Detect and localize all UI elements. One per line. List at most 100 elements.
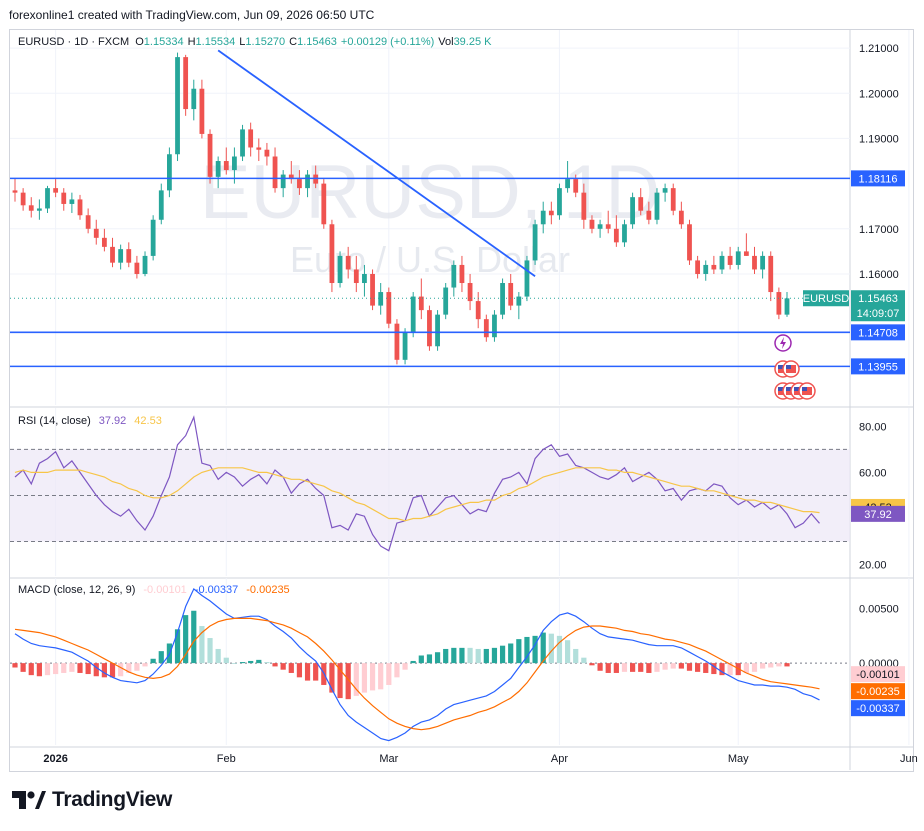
macd-histogram-bar xyxy=(467,647,473,664)
candle-body xyxy=(69,199,75,204)
candle-body xyxy=(581,192,587,220)
candle-body xyxy=(613,228,619,243)
candle-body xyxy=(711,264,717,270)
tradingview-logo[interactable]: TradingView xyxy=(12,788,172,812)
low-value: 1.15270 xyxy=(245,36,286,48)
macd-histogram-bar xyxy=(613,663,619,673)
macd-histogram-bar xyxy=(174,629,181,664)
open-label: O xyxy=(135,36,144,48)
macd-histogram-bar xyxy=(101,663,107,678)
us-flag-canton-icon xyxy=(802,387,807,391)
macd-histogram-bar xyxy=(589,663,595,666)
candle-body xyxy=(215,161,221,177)
candle-body xyxy=(695,260,701,274)
candle-body xyxy=(418,296,424,311)
time-axis-label: May xyxy=(728,753,749,765)
candle-body xyxy=(110,246,115,263)
macd-histogram-bar xyxy=(540,632,546,664)
candle-body xyxy=(573,179,579,193)
level-price-label: 1.18116 xyxy=(859,173,898,185)
candle-body xyxy=(240,129,245,157)
macd-histogram-bar xyxy=(361,663,368,693)
tradingview-icon xyxy=(12,791,46,809)
price-tick-label: 1.19000 xyxy=(859,133,899,145)
candle-body xyxy=(175,57,180,155)
macd-histogram-bar xyxy=(743,663,749,673)
candle-body xyxy=(288,174,294,180)
time-axis-label: Mar xyxy=(379,753,398,765)
candle-body xyxy=(297,179,302,189)
macd-histogram-bar xyxy=(296,663,303,678)
close-value: 1.15463 xyxy=(297,36,337,48)
candle-body xyxy=(784,298,790,315)
macd-histogram-bar xyxy=(109,663,116,678)
candle-body xyxy=(605,224,611,229)
candle-body xyxy=(500,283,505,315)
macd-histogram-bar xyxy=(256,659,262,664)
macd-histogram-bar xyxy=(686,663,693,671)
macd-histogram-bar xyxy=(516,639,522,664)
macd-histogram-bar xyxy=(784,663,790,667)
candle-body xyxy=(402,332,408,360)
current-symbol-tag xyxy=(803,290,849,307)
macd-histogram-bar xyxy=(491,647,498,664)
macd-histogram-bar xyxy=(719,663,725,676)
close-label: C xyxy=(289,36,298,48)
candle-body xyxy=(378,292,384,306)
macd-histogram-bar xyxy=(378,663,384,690)
macd-histogram-value: -0.00101 xyxy=(143,584,187,596)
change-value: +0.00129 (+0.11%) xyxy=(340,36,435,48)
candle-body xyxy=(475,301,481,320)
macd-title[interactable]: MACD (close, 12, 26, 9) xyxy=(18,584,136,596)
candle-body xyxy=(760,255,766,270)
macd-histogram-bar xyxy=(69,663,75,672)
macd-histogram-bar xyxy=(223,657,229,664)
macd-histogram-bar xyxy=(654,663,660,672)
rsi-ma-value: 42.53 xyxy=(134,415,162,427)
candle-body xyxy=(28,205,34,211)
macd-histogram-bar xyxy=(199,626,205,664)
candle-body xyxy=(118,249,124,263)
candle-body xyxy=(183,57,189,110)
candle-body xyxy=(134,262,140,274)
current-price-label: 1.15463 xyxy=(858,293,898,305)
macd-legend: MACD (close, 12, 26, 9) -0.00101 -0.0033… xyxy=(18,584,290,596)
volume-value: 39.25 K xyxy=(453,36,492,48)
candle-body xyxy=(410,296,416,333)
candle-body xyxy=(53,188,59,193)
price-tick-label: 1.21000 xyxy=(859,43,899,55)
macd-histogram-bar xyxy=(410,660,416,664)
symbol-info[interactable]: EURUSD · 1D · FXCM xyxy=(18,36,130,48)
candle-body xyxy=(199,88,205,134)
low-label: L xyxy=(239,36,246,48)
rsi-title[interactable]: RSI (14, close) xyxy=(18,415,91,427)
macd-histogram-bar xyxy=(207,638,213,664)
bar-countdown-label: 14:09:07 xyxy=(857,308,900,320)
candle-body xyxy=(678,210,684,225)
macd-histogram-bar xyxy=(434,652,441,664)
macd-histogram-bar xyxy=(134,663,140,671)
macd-histogram-bar xyxy=(12,663,18,668)
candle-body xyxy=(150,219,156,256)
price-tick-label: 1.20000 xyxy=(859,88,899,100)
macd-histogram-bar xyxy=(313,663,319,681)
candle-body xyxy=(565,179,570,189)
rsi-tick-label: 60.00 xyxy=(859,467,887,479)
macd-histogram-bar xyxy=(426,654,433,664)
candle-body xyxy=(207,133,213,177)
macd-histogram-bar xyxy=(605,663,611,673)
time-axis-label: Feb xyxy=(217,753,236,765)
candle-body xyxy=(45,188,50,209)
macd-value-tag-label: -0.00235 xyxy=(856,686,899,698)
rsi-legend: RSI (14, close) 37.92 42.53 xyxy=(18,415,162,427)
candle-body xyxy=(687,224,692,261)
candle-body xyxy=(630,197,635,225)
open-value: 1.15334 xyxy=(143,36,184,48)
macd-histogram-bar xyxy=(443,648,449,664)
us-flag-canton-icon xyxy=(786,387,791,391)
macd-histogram-bar xyxy=(451,647,457,664)
macd-series-line xyxy=(14,617,820,731)
macd-histogram-bar xyxy=(118,663,124,677)
candle-body xyxy=(451,264,457,288)
